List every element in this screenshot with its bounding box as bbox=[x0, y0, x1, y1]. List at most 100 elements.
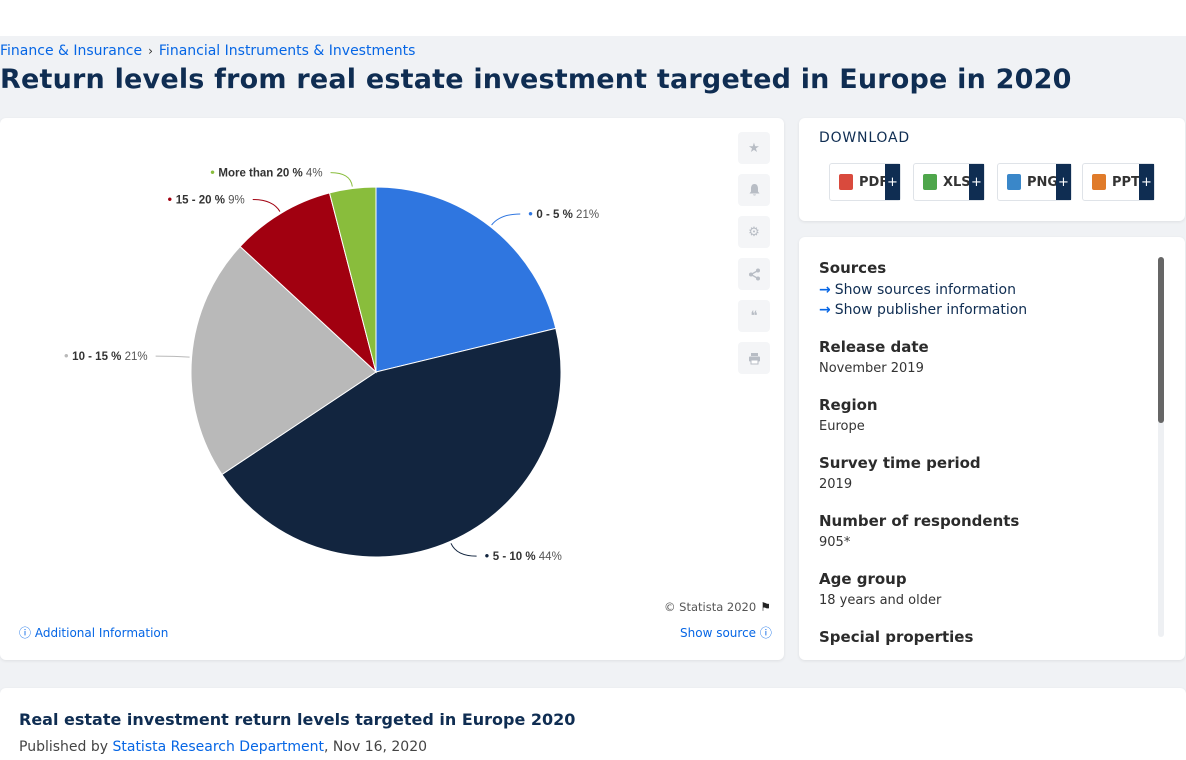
breadcrumb: Finance & Insurance › Financial Instrument… bbox=[0, 43, 415, 59]
plus-icon: + bbox=[1139, 164, 1154, 200]
copyright-text: © Statista 2020 bbox=[664, 600, 757, 614]
breadcrumb-item-financial-instruments[interactable]: Financial Instruments & Investments bbox=[158, 43, 416, 59]
show-sources-link[interactable]: → Show sources information bbox=[819, 282, 1149, 298]
slice-data-label: • 0 - 5 % 21% bbox=[528, 206, 599, 221]
label-connector bbox=[155, 355, 190, 358]
slice-data-label: • 15 - 20 % 9% bbox=[168, 192, 245, 207]
slice-value: 21% bbox=[125, 351, 148, 363]
breadcrumb-separator: › bbox=[148, 44, 153, 58]
slice-data-label: • More than 20 % 4% bbox=[210, 165, 322, 180]
page-title: Return levels from real estate investmen… bbox=[0, 64, 1072, 95]
pie-slice[interactable] bbox=[221, 327, 562, 558]
breadcrumb-item-finance[interactable]: Finance & Insurance bbox=[0, 43, 143, 59]
plus-icon: + bbox=[969, 164, 984, 200]
pie-slice[interactable] bbox=[375, 186, 557, 373]
slice-value: 4% bbox=[306, 168, 323, 180]
metadata-scrollbar[interactable] bbox=[1158, 257, 1164, 637]
slice-label: 15 - 20 % bbox=[176, 195, 228, 207]
slice-value: 21% bbox=[576, 209, 599, 221]
show-publisher-link[interactable]: → Show publisher information bbox=[819, 302, 1149, 318]
region-heading: Region bbox=[819, 396, 878, 414]
legend-bullet: • bbox=[485, 548, 493, 563]
flag-icon[interactable]: ⚑ bbox=[760, 600, 771, 614]
share-icon[interactable] bbox=[738, 258, 770, 290]
slice-value: 44% bbox=[539, 551, 562, 563]
show-source-label: Show source bbox=[680, 626, 757, 640]
chart-card: • 0 - 5 % 21% • 5 - 10 % 44% • 10 - 15 % 2… bbox=[0, 118, 784, 660]
survey-period-value: 2019 bbox=[819, 477, 853, 492]
label-connector bbox=[450, 543, 477, 557]
top-bar bbox=[0, 0, 1186, 36]
additional-information-label: Additional Information bbox=[34, 626, 169, 640]
published-by-label: Published by bbox=[19, 739, 109, 755]
download-card: DOWNLOAD PDF + XLS + PNG + PPT + bbox=[799, 118, 1185, 221]
favorite-star-icon[interactable]: ★ bbox=[738, 132, 770, 164]
slice-label: 10 - 15 % bbox=[72, 351, 124, 363]
additional-information-link[interactable]: ⓘ Additional Information bbox=[19, 624, 168, 641]
release-date-heading: Release date bbox=[819, 338, 929, 356]
download-heading: DOWNLOAD bbox=[819, 130, 910, 146]
info-icon: ⓘ bbox=[19, 626, 32, 640]
pie-slice[interactable] bbox=[239, 192, 377, 374]
download-png-button[interactable]: PNG + bbox=[997, 163, 1072, 201]
pie-chart: • 0 - 5 % 21%• 5 - 10 % 44%• 10 - 15 % 2… bbox=[64, 165, 599, 564]
legend-bullet: • bbox=[210, 165, 218, 180]
pdf-file-icon bbox=[839, 174, 853, 190]
respondents-value: 905* bbox=[819, 535, 851, 550]
plus-icon: + bbox=[1056, 164, 1071, 200]
pie-slice[interactable] bbox=[328, 186, 377, 373]
download-pdf-button[interactable]: PDF + bbox=[829, 163, 901, 201]
metadata-list: Sources → Show sources information → Show … bbox=[819, 259, 1149, 651]
age-group-value: 18 years and older bbox=[819, 593, 942, 608]
png-file-icon bbox=[1007, 174, 1021, 190]
download-xls-label: XLS bbox=[943, 174, 971, 190]
xls-file-icon bbox=[923, 174, 937, 190]
publication-date: , Nov 16, 2020 bbox=[324, 739, 428, 755]
legend-bullet: • bbox=[64, 348, 72, 363]
quote-icon[interactable]: ❝ bbox=[738, 300, 770, 332]
slice-data-label: • 10 - 15 % 21% bbox=[64, 348, 148, 363]
slice-data-label: • 5 - 10 % 44% bbox=[485, 548, 562, 563]
publisher-link[interactable]: Statista Research Department bbox=[112, 739, 325, 755]
show-source-link[interactable]: Show source ⓘ bbox=[680, 624, 772, 641]
pie-slice[interactable] bbox=[190, 245, 377, 476]
chart-toolbar: ★ ⚙ ❝ bbox=[738, 132, 770, 384]
scrollbar-thumb[interactable] bbox=[1158, 257, 1164, 423]
publication-info: Published by Statista Research Departmen… bbox=[19, 739, 427, 755]
survey-period-heading: Survey time period bbox=[819, 454, 981, 472]
age-group-heading: Age group bbox=[819, 570, 907, 588]
arrow-right-icon: → bbox=[819, 282, 831, 298]
slice-label: 0 - 5 % bbox=[536, 209, 576, 221]
release-date-value: November 2019 bbox=[819, 361, 924, 376]
respondents-heading: Number of respondents bbox=[819, 512, 1020, 530]
slice-label: More than 20 % bbox=[218, 168, 306, 180]
label-connector bbox=[330, 172, 353, 187]
description-card: Real estate investment return levels tar… bbox=[0, 688, 1186, 760]
slice-label: 5 - 10 % bbox=[493, 551, 539, 563]
chart-copyright: © Statista 2020 ⚑ bbox=[664, 600, 771, 614]
show-sources-label: Show sources information bbox=[834, 282, 1016, 298]
download-ppt-button[interactable]: PPT + bbox=[1082, 163, 1155, 201]
arrow-right-icon: → bbox=[819, 302, 831, 318]
legend-bullet: • bbox=[168, 192, 176, 207]
region-value: Europe bbox=[819, 419, 865, 434]
download-pdf-label: PDF bbox=[859, 174, 889, 190]
notification-bell-icon[interactable] bbox=[738, 174, 770, 206]
metadata-card: Sources → Show sources information → Show … bbox=[799, 237, 1185, 660]
label-connector bbox=[252, 199, 281, 212]
legend-bullet: • bbox=[528, 206, 536, 221]
download-xls-button[interactable]: XLS + bbox=[913, 163, 985, 201]
download-ppt-label: PPT bbox=[1112, 174, 1140, 190]
print-icon[interactable] bbox=[738, 342, 770, 374]
ppt-file-icon bbox=[1092, 174, 1106, 190]
show-publisher-label: Show publisher information bbox=[834, 302, 1028, 318]
settings-gear-icon[interactable]: ⚙ bbox=[738, 216, 770, 248]
plus-icon: + bbox=[885, 164, 900, 200]
label-connector bbox=[491, 213, 521, 226]
description-title: Real estate investment return levels tar… bbox=[19, 710, 576, 729]
special-properties-heading: Special properties bbox=[819, 628, 974, 646]
download-png-label: PNG bbox=[1027, 174, 1059, 190]
sources-heading: Sources bbox=[819, 259, 887, 277]
info-icon: ⓘ bbox=[759, 626, 772, 640]
slice-value: 9% bbox=[228, 195, 245, 207]
